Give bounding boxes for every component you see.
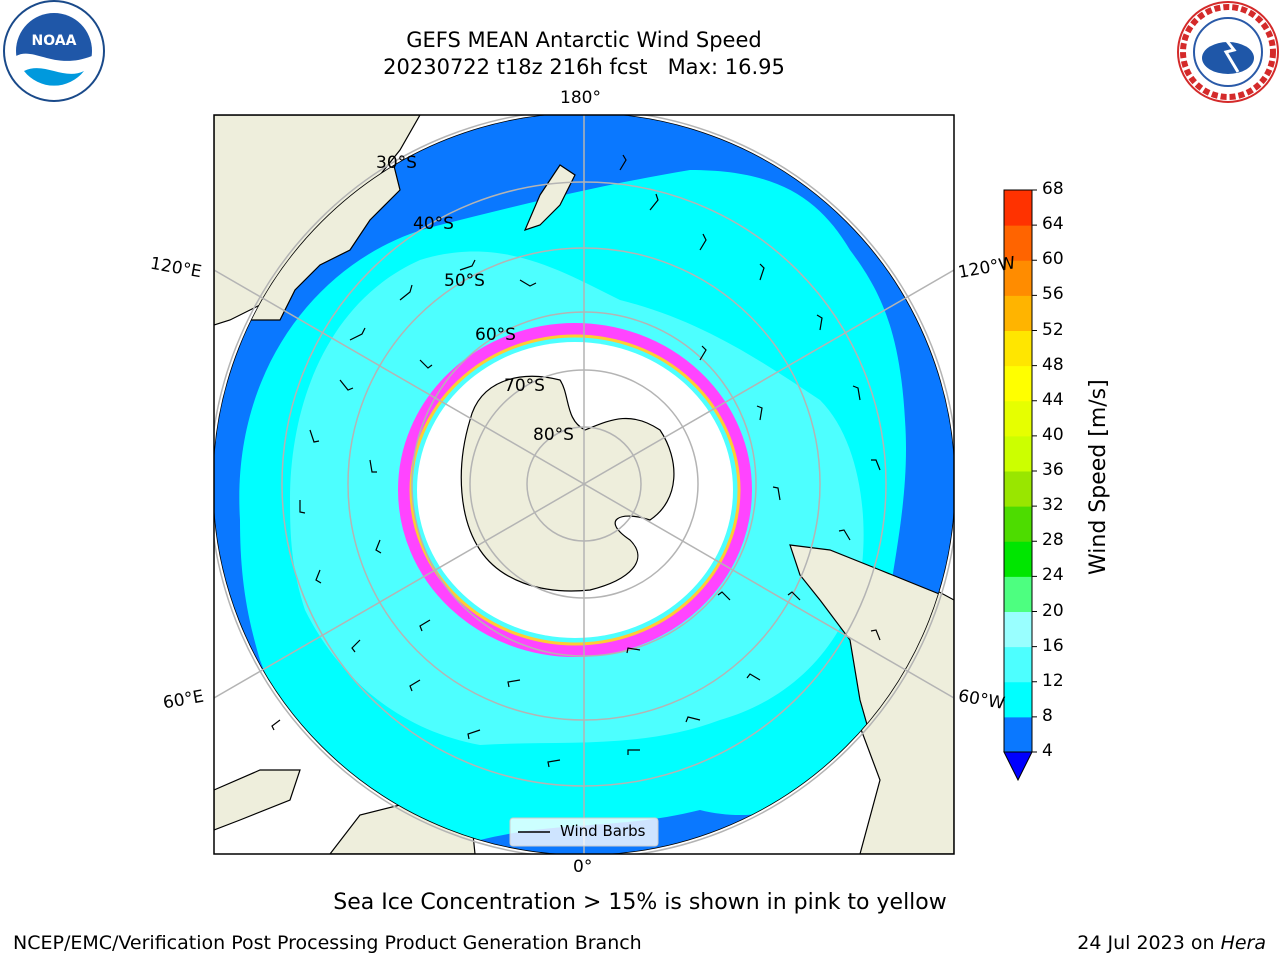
map-subtitle: 20230722 t18z 216h fcst Max: 16.95 [383, 55, 785, 79]
colorbar-tick-label: 36 [1042, 460, 1064, 480]
colorbar-segment [1004, 260, 1032, 296]
colorbar-segment [1004, 330, 1032, 367]
noaa-logo: NOAA [3, 0, 105, 102]
colorbar-segment [1004, 435, 1032, 472]
colorbar-label: Wind Speed [m/s] [1086, 379, 1111, 575]
legend-box [509, 817, 659, 847]
graticule [214, 115, 954, 854]
colorbar-segment [1004, 471, 1032, 507]
colorbar-tick-label: 56 [1042, 284, 1064, 305]
lat-label-30s: 30°S [376, 153, 417, 173]
lon-label-bottom: 0° [573, 857, 593, 877]
noaa-logo-text: NOAA [32, 33, 77, 49]
colorbar-under-arrow [1003, 751, 1033, 782]
legend-label: Wind Barbs [560, 822, 646, 840]
colorbar-tick-label: 40 [1042, 424, 1064, 445]
colorbar-segment [1004, 365, 1032, 402]
colorbar-tick-label: 8 [1042, 705, 1053, 726]
colorbar-tick-label: 32 [1042, 495, 1064, 516]
lat-label-50s: 50°S [444, 271, 485, 291]
colorbar-tick-label: 48 [1042, 354, 1064, 375]
colorbar-segment [1004, 225, 1032, 261]
colorbar-segment [1004, 716, 1032, 753]
lat-label-40s: 40°S [413, 214, 454, 234]
colorbar-tick-label: 20 [1042, 600, 1064, 621]
lat-label-80s: 80°S [533, 425, 574, 445]
colorbar-tick-label: 44 [1042, 389, 1064, 410]
colorbar-tick-label: 12 [1042, 670, 1064, 691]
colorbar [1003, 189, 1037, 782]
colorbar-segment [1004, 646, 1032, 683]
lon-label-top: 180° [560, 88, 601, 108]
colorbar-tick-label: 28 [1042, 530, 1064, 551]
colorbar-tick-label: 60 [1042, 249, 1064, 270]
nws-logo [1177, 1, 1279, 103]
colorbar-segment [1004, 295, 1032, 331]
map-title: GEFS MEAN Antarctic Wind Speed [406, 28, 762, 52]
colorbar-segment [1004, 681, 1032, 718]
colorbar-tick-label: 64 [1042, 214, 1064, 235]
colorbar-segment [1004, 400, 1032, 437]
map-frame [213, 114, 955, 855]
lat-label-70s: 70°S [504, 376, 545, 396]
footer-credit: NCEP/EMC/Verification Post Processing Pr… [13, 932, 642, 954]
colorbar-segment [1004, 576, 1032, 612]
sea-ice-caption: Sea Ice Concentration > 15% is shown in … [333, 890, 947, 915]
footer-date-text: 24 Jul 2023 on [1077, 932, 1215, 954]
colorbar-segment [1004, 506, 1032, 542]
colorbar-segment [1004, 190, 1032, 226]
colorbar-segment [1004, 541, 1032, 577]
colorbar-tick-label: 52 [1042, 319, 1064, 340]
footer-machine: Hera [1220, 932, 1266, 954]
wind-barbs [271, 154, 881, 768]
footer-date: 24 Jul 2023 on Hera [1077, 932, 1266, 954]
colorbar-tick-label: 4 [1042, 741, 1053, 761]
sea-ice-ring [398, 323, 752, 657]
colorbar-tick-label: 24 [1042, 565, 1064, 586]
colorbar-tick-label: 68 [1042, 179, 1064, 199]
colorbar-tick-label: 16 [1042, 635, 1064, 656]
antarctica [460, 375, 675, 592]
colorbar-segment [1004, 611, 1032, 648]
lat-label-60s: 60°S [475, 325, 516, 345]
